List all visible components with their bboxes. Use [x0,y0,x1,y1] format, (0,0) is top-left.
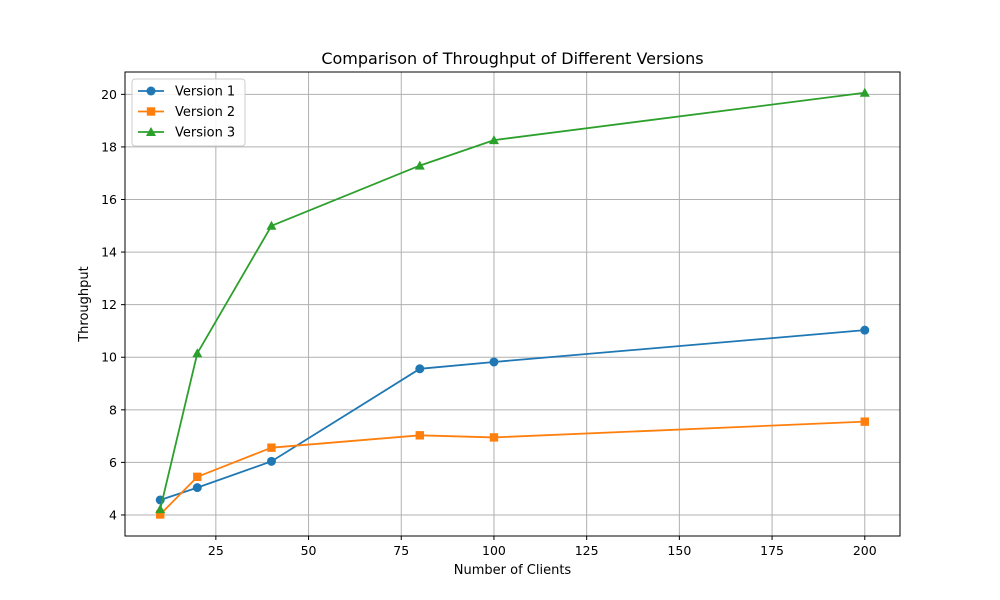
y-axis-label: Throughput [77,266,92,343]
series-1-line [159,329,865,501]
y-tick-label-7: 18 [101,139,117,154]
legend-label-2: Version 2 [175,105,235,120]
series-2-point-0 [156,510,165,519]
x-axis-label: Number of Clients [454,563,572,578]
y-tick-label-4: 12 [101,297,117,312]
series-2-point-5 [860,417,869,426]
y-tick-label-5: 14 [101,245,117,260]
series-2-point-3 [415,431,424,440]
series-3-point-4 [488,135,499,145]
series-3-point-2 [266,220,277,230]
y-tick-label-1: 6 [109,455,117,470]
y-tick-label-0: 4 [109,507,117,522]
series-3-line [159,91,865,510]
series-2-point-2 [267,443,276,452]
plot-frame [124,71,901,537]
series-3 [155,87,870,514]
x-tick-label-1: 50 [301,543,317,558]
x-tick-label-3: 100 [482,543,506,558]
ticks: 25 50 75 100 125 150 175 200 4 6 8 10 12 14 16 18 20 [101,87,877,558]
series-2-point-4 [489,433,499,442]
series-layer [155,87,870,519]
legend-marker-2 [146,107,156,116]
x-tick-label-2: 75 [393,543,409,558]
series-1-point-3 [415,364,425,374]
y-tick-label-8: 20 [101,87,117,102]
chart-title: Comparison of Throughput of Different Ve… [321,49,703,68]
legend-label-1: Version 1 [175,85,235,100]
x-tick-label-7: 200 [853,543,877,558]
legend-marker-1 [146,86,156,96]
x-tick-label-6: 175 [760,543,784,558]
series-2-line [159,420,865,516]
y-tick-label-3: 10 [101,350,117,365]
legend-label-3: Version 3 [175,126,235,141]
legend-box [131,78,246,147]
series-3-point-5 [859,87,870,97]
series-3-point-3 [414,160,425,170]
x-tick-label-0: 25 [208,543,224,558]
x-tick-label-5: 150 [667,543,691,558]
series-3-point-0 [155,504,166,514]
legend: Version 1 Version 2 Version 3 [131,78,246,147]
y-tick-label-6: 16 [101,192,117,207]
series-2 [156,417,869,519]
series-1-point-2 [266,456,276,466]
series-2-point-1 [193,472,202,482]
legend-marker-3 [146,127,156,136]
series-3-point-1 [192,348,203,358]
series-1-point-1 [192,483,202,493]
grid [125,72,900,536]
series-1-point-5 [860,325,870,335]
series-1-point-4 [489,357,499,367]
x-tick-label-4: 125 [575,543,599,558]
y-tick-label-2: 8 [109,402,117,417]
